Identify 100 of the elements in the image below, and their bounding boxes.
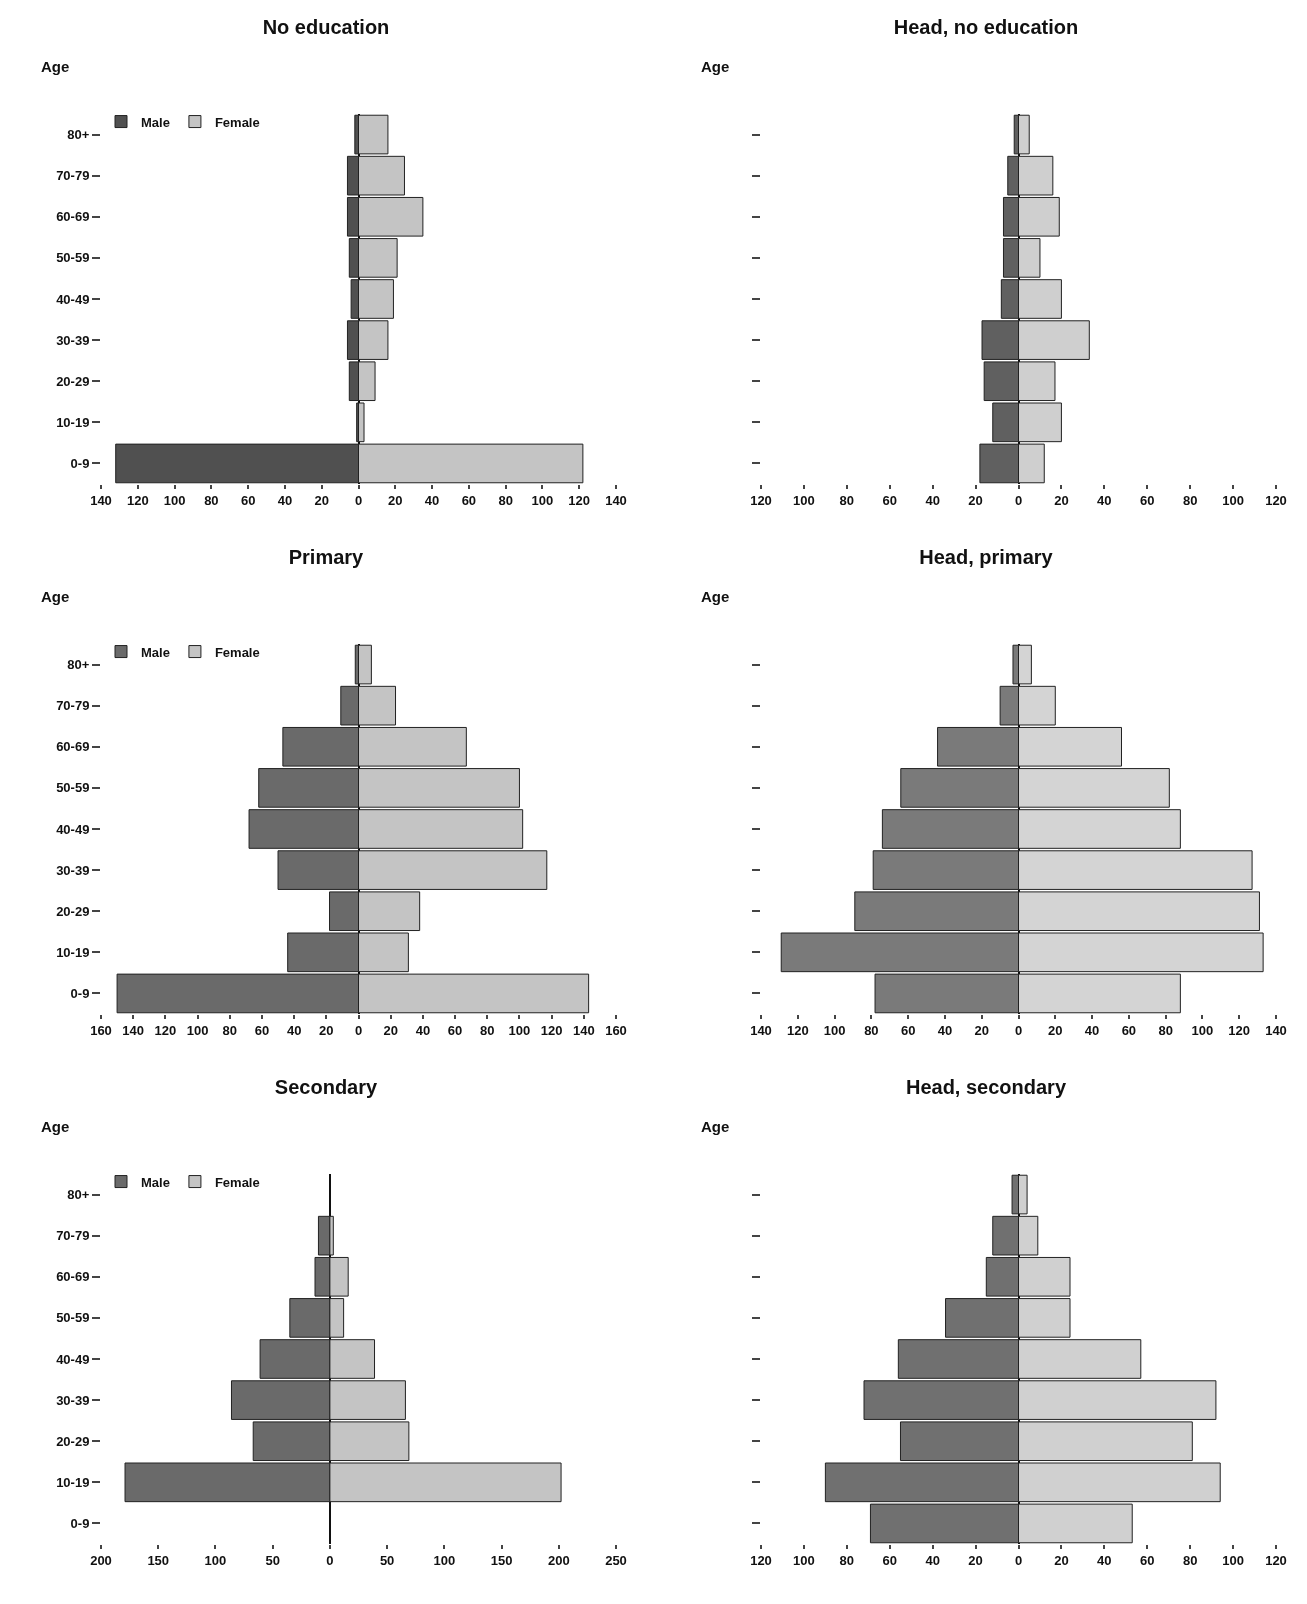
y-tick-label: 60-69: [56, 209, 90, 225]
x-tick-label: 0: [354, 492, 363, 508]
y-tick-label: 80+: [67, 127, 90, 143]
x-tick-label: 40: [277, 492, 293, 508]
x-tick-label: 120: [750, 492, 772, 508]
x-tick-label: 20: [974, 1022, 989, 1038]
chart-title: No education: [262, 15, 390, 38]
x-tick-label: 100: [204, 1552, 227, 1568]
x-tick-label: 120: [1265, 492, 1287, 508]
chart-title: Secondary: [274, 1075, 379, 1098]
x-tick-label: 140: [572, 1022, 595, 1038]
y-tick-label: 50-59: [56, 780, 90, 796]
x-tick-label: 60: [882, 492, 897, 508]
x-tick-label: 250: [605, 1552, 627, 1568]
chart-title: Primary: [288, 545, 365, 568]
x-tick-label: 100: [793, 492, 815, 508]
x-tick-label: 0: [1014, 1022, 1023, 1038]
y-tick-label: 40-49: [56, 291, 90, 307]
x-tick-label: 160: [90, 1022, 112, 1038]
y-tick-label: 80+: [67, 1187, 90, 1203]
chart-title: Head, secondary: [905, 1075, 1067, 1098]
legend-label: Female: [214, 644, 260, 660]
x-tick-label: 0: [326, 1552, 334, 1568]
x-tick-label: 120: [154, 1022, 177, 1038]
y-tick-label: 10-19: [56, 1474, 90, 1490]
y-tick-label: 20-29: [56, 373, 90, 389]
x-tick-label: 40: [925, 492, 940, 508]
x-tick-label: 40: [1097, 492, 1112, 508]
x-tick-label: 140: [1265, 1022, 1287, 1038]
legend-label: Female: [214, 114, 260, 130]
y-tick-label: 10-19: [56, 414, 90, 430]
x-tick-label: 50: [265, 1552, 280, 1568]
x-tick-label: 60: [900, 1022, 916, 1038]
x-tick-label: 120: [1228, 1022, 1251, 1038]
x-tick-label: 80: [204, 492, 219, 508]
y-tick-label: 40-49: [56, 821, 90, 837]
y-tick-label: 30-39: [56, 862, 90, 878]
y-tick-label: 40-49: [56, 1351, 90, 1367]
x-tick-label: 0: [1014, 492, 1023, 508]
x-tick-label: 80: [1182, 1552, 1198, 1568]
x-tick-label: 100: [186, 1022, 209, 1038]
x-tick-label: 120: [1265, 1552, 1287, 1568]
y-tick-label: 20-29: [56, 903, 90, 919]
x-tick-label: 140: [750, 1022, 772, 1038]
y-axis-title: Age: [701, 58, 730, 75]
y-tick-label: 70-79: [56, 698, 90, 714]
x-tick-label: 40: [415, 1022, 431, 1038]
x-tick-label: 100: [1222, 492, 1244, 508]
x-tick-label: 60: [254, 1022, 270, 1038]
x-tick-label: 200: [547, 1552, 570, 1568]
x-tick-label: 60: [1121, 1022, 1137, 1038]
legend-label: Male: [141, 114, 170, 130]
x-tick-label: 40: [286, 1022, 302, 1038]
x-tick-label: 80: [1182, 492, 1198, 508]
x-tick-label: 60: [1140, 492, 1155, 508]
x-tick-label: 20: [1048, 1022, 1063, 1038]
x-tick-label: 80: [498, 492, 513, 508]
y-axis-title: Age: [701, 1118, 730, 1135]
x-tick-label: 20: [388, 492, 403, 508]
x-tick-label: 80: [839, 1552, 855, 1568]
x-tick-label: 100: [531, 492, 554, 508]
y-axis-title: Age: [41, 1118, 70, 1135]
x-tick-label: 150: [147, 1552, 170, 1568]
x-tick-label: 60: [240, 492, 256, 508]
y-tick-label: 30-39: [56, 332, 90, 348]
x-tick-label: 200: [90, 1552, 112, 1568]
y-tick-label: 80+: [67, 657, 90, 673]
chart-title: Head, no education: [893, 15, 1079, 38]
x-tick-label: 80: [1158, 1022, 1173, 1038]
legend-label: Male: [141, 644, 170, 660]
x-tick-label: 20: [968, 1552, 983, 1568]
y-tick-label: 0-9: [70, 455, 90, 471]
x-tick-label: 0: [354, 1022, 363, 1038]
x-tick-label: 60: [882, 1552, 897, 1568]
x-tick-label: 80: [839, 492, 855, 508]
x-tick-label: 140: [90, 492, 112, 508]
x-tick-label: 140: [122, 1022, 145, 1038]
y-tick-label: 0-9: [70, 985, 90, 1001]
y-tick-label: 60-69: [56, 739, 90, 755]
y-tick-label: 30-39: [56, 1392, 90, 1408]
x-tick-label: 20: [319, 1022, 334, 1038]
x-tick-label: 20: [383, 1022, 398, 1038]
x-tick-label: 80: [480, 1022, 495, 1038]
y-axis-title: Age: [701, 588, 730, 605]
x-tick-label: 140: [605, 492, 627, 508]
x-tick-label: 40: [925, 1552, 940, 1568]
x-tick-label: 160: [605, 1022, 627, 1038]
x-tick-label: 120: [786, 1022, 809, 1038]
x-tick-label: 100: [163, 492, 186, 508]
x-tick-label: 40: [424, 492, 440, 508]
x-tick-label: 100: [433, 1552, 456, 1568]
x-tick-label: 80: [864, 1022, 879, 1038]
x-tick-label: 100: [508, 1022, 531, 1038]
x-tick-label: 120: [540, 1022, 563, 1038]
y-tick-label: 50-59: [56, 250, 90, 266]
chart-title: Head, primary: [919, 545, 1054, 568]
y-tick-label: 0-9: [70, 1515, 90, 1531]
x-tick-label: 40: [937, 1022, 953, 1038]
x-tick-label: 20: [968, 492, 983, 508]
x-tick-label: 20: [314, 492, 329, 508]
